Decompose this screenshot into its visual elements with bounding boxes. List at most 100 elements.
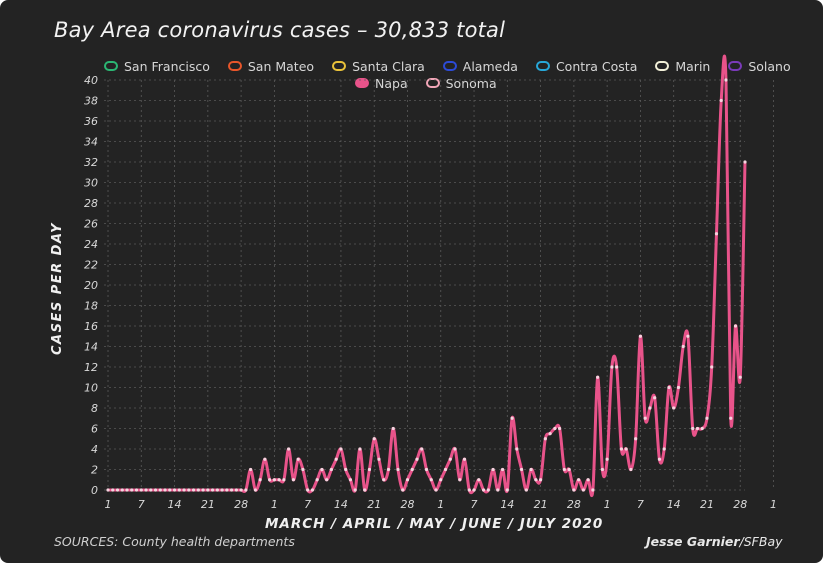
data-point[interactable] <box>600 467 604 472</box>
data-point[interactable] <box>577 478 581 482</box>
data-point[interactable] <box>234 488 238 492</box>
data-point[interactable] <box>372 437 376 441</box>
data-point[interactable] <box>363 488 367 492</box>
data-point[interactable] <box>348 478 353 482</box>
data-point[interactable] <box>249 467 253 472</box>
data-point[interactable] <box>172 488 177 492</box>
data-point[interactable] <box>491 467 495 472</box>
data-point[interactable] <box>158 488 162 492</box>
data-point[interactable] <box>705 416 709 420</box>
data-point[interactable] <box>339 447 343 451</box>
data-point[interactable] <box>634 437 638 441</box>
data-point[interactable] <box>344 467 348 472</box>
data-point[interactable] <box>624 447 628 451</box>
data-point[interactable] <box>367 467 372 472</box>
data-point[interactable] <box>196 488 200 492</box>
data-point[interactable] <box>686 334 690 338</box>
data-point[interactable] <box>125 488 129 492</box>
data-point[interactable] <box>410 467 414 472</box>
data-point[interactable] <box>310 488 315 492</box>
data-point[interactable] <box>287 447 291 451</box>
data-point[interactable] <box>358 447 362 451</box>
data-point[interactable] <box>253 488 257 492</box>
data-point[interactable] <box>106 488 110 492</box>
data-point[interactable] <box>215 488 219 492</box>
data-point[interactable] <box>638 334 643 338</box>
data-point[interactable] <box>710 365 714 369</box>
data-point[interactable] <box>396 467 400 472</box>
data-point[interactable] <box>676 385 681 390</box>
data-point[interactable] <box>130 488 134 492</box>
legend-item-san-francisco[interactable]: San Francisco <box>104 59 210 74</box>
data-point[interactable] <box>187 488 191 492</box>
data-point[interactable] <box>543 437 547 441</box>
legend-item-santa-clara[interactable]: Santa Clara <box>332 59 425 74</box>
data-point[interactable] <box>320 467 324 472</box>
data-point[interactable] <box>168 488 172 492</box>
data-point[interactable] <box>486 488 490 492</box>
data-point[interactable] <box>353 488 357 492</box>
data-point[interactable] <box>619 447 624 451</box>
data-point[interactable] <box>405 478 410 482</box>
data-point[interactable] <box>548 432 552 436</box>
data-point[interactable] <box>724 78 728 82</box>
data-point[interactable] <box>653 396 657 400</box>
legend-item-sonoma[interactable]: Sonoma <box>425 76 497 91</box>
data-point[interactable] <box>325 478 329 482</box>
legend-item-solano[interactable]: Solano <box>728 59 791 74</box>
data-point[interactable] <box>282 478 286 482</box>
data-point[interactable] <box>182 488 186 492</box>
data-point[interactable] <box>453 447 457 451</box>
data-point[interactable] <box>434 488 438 492</box>
data-point[interactable] <box>120 488 124 492</box>
data-point[interactable] <box>648 406 652 410</box>
data-point[interactable] <box>462 457 467 461</box>
data-point[interactable] <box>500 467 505 472</box>
data-point[interactable] <box>524 488 528 492</box>
data-point[interactable] <box>496 488 500 492</box>
data-point[interactable] <box>581 488 585 492</box>
data-point[interactable] <box>586 478 590 482</box>
data-point[interactable] <box>134 488 139 492</box>
data-point[interactable] <box>743 160 747 164</box>
data-point[interactable] <box>558 426 562 431</box>
data-point[interactable] <box>643 416 647 420</box>
data-point[interactable] <box>206 488 210 492</box>
data-point[interactable] <box>596 375 600 379</box>
data-point[interactable] <box>738 375 742 379</box>
data-point[interactable] <box>277 478 281 482</box>
data-point[interactable] <box>591 488 595 492</box>
data-point[interactable] <box>377 457 381 461</box>
data-point[interactable] <box>306 488 310 492</box>
data-point[interactable] <box>229 488 234 492</box>
data-point[interactable] <box>296 457 300 461</box>
legend-item-napa[interactable]: Napa <box>355 76 408 91</box>
data-point[interactable] <box>258 478 262 482</box>
data-point[interactable] <box>458 478 462 482</box>
data-point[interactable] <box>149 488 153 492</box>
data-point[interactable] <box>538 478 543 482</box>
data-point[interactable] <box>220 488 224 492</box>
data-point[interactable] <box>481 488 486 492</box>
data-point[interactable] <box>177 488 181 492</box>
data-point[interactable] <box>572 488 576 492</box>
data-point[interactable] <box>615 365 619 369</box>
data-point[interactable] <box>534 478 538 482</box>
data-point[interactable] <box>562 467 566 472</box>
data-point[interactable] <box>448 457 452 461</box>
data-point[interactable] <box>301 467 305 472</box>
data-point[interactable] <box>382 478 386 482</box>
data-point[interactable] <box>729 416 733 420</box>
legend-item-san-mateo[interactable]: San Mateo <box>227 59 314 74</box>
data-point[interactable] <box>672 406 676 410</box>
data-point[interactable] <box>272 478 276 482</box>
legend-item-marin[interactable]: Marin <box>655 59 710 74</box>
data-point[interactable] <box>519 467 524 472</box>
data-point[interactable] <box>401 488 405 492</box>
data-point[interactable] <box>662 447 666 451</box>
data-point[interactable] <box>719 98 723 103</box>
data-point[interactable] <box>420 447 424 451</box>
legend-item-alameda[interactable]: Alameda <box>442 59 518 74</box>
data-point[interactable] <box>467 488 471 492</box>
legend-item-contra-costa[interactable]: Contra Costa <box>535 59 637 74</box>
